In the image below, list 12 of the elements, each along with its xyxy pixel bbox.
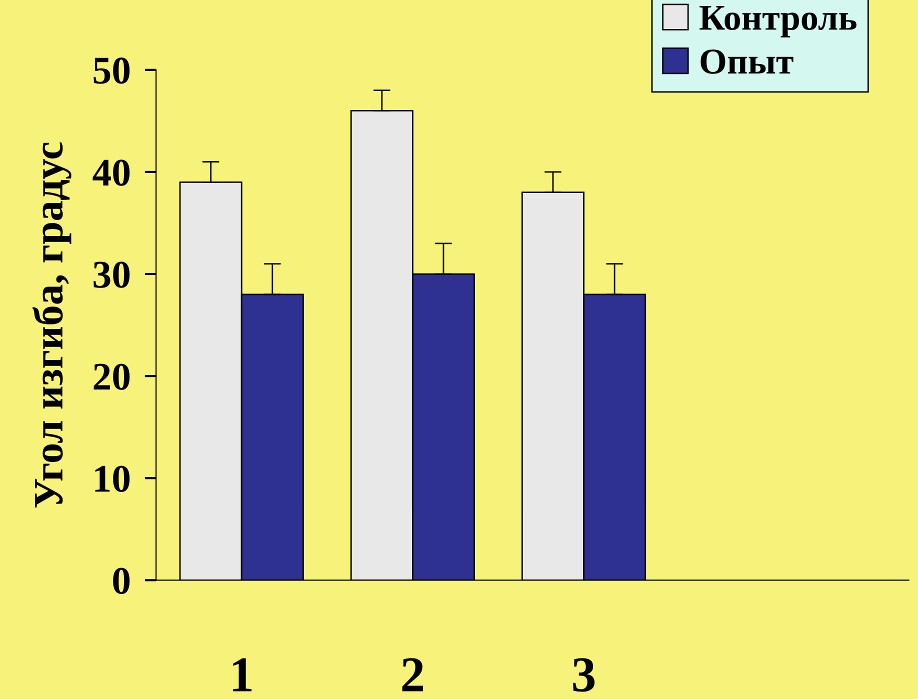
legend-label: Опыт	[700, 50, 794, 74]
x-tick-label: 3	[573, 658, 595, 692]
x-tick-label: 2	[402, 658, 424, 692]
y-tick-label: 10	[95, 466, 130, 492]
y-axis-title: Угол изгиба, градус	[32, 142, 72, 508]
y-tick-label: 30	[94, 262, 130, 288]
y-tick-label: 40	[92, 160, 130, 186]
legend-label: Контроль	[700, 6, 856, 38]
y-tick-label: 50	[94, 58, 130, 84]
y-tick-label: 0	[113, 568, 130, 594]
x-tick-label: 1	[233, 658, 252, 692]
y-tick-label: 20	[94, 364, 130, 390]
